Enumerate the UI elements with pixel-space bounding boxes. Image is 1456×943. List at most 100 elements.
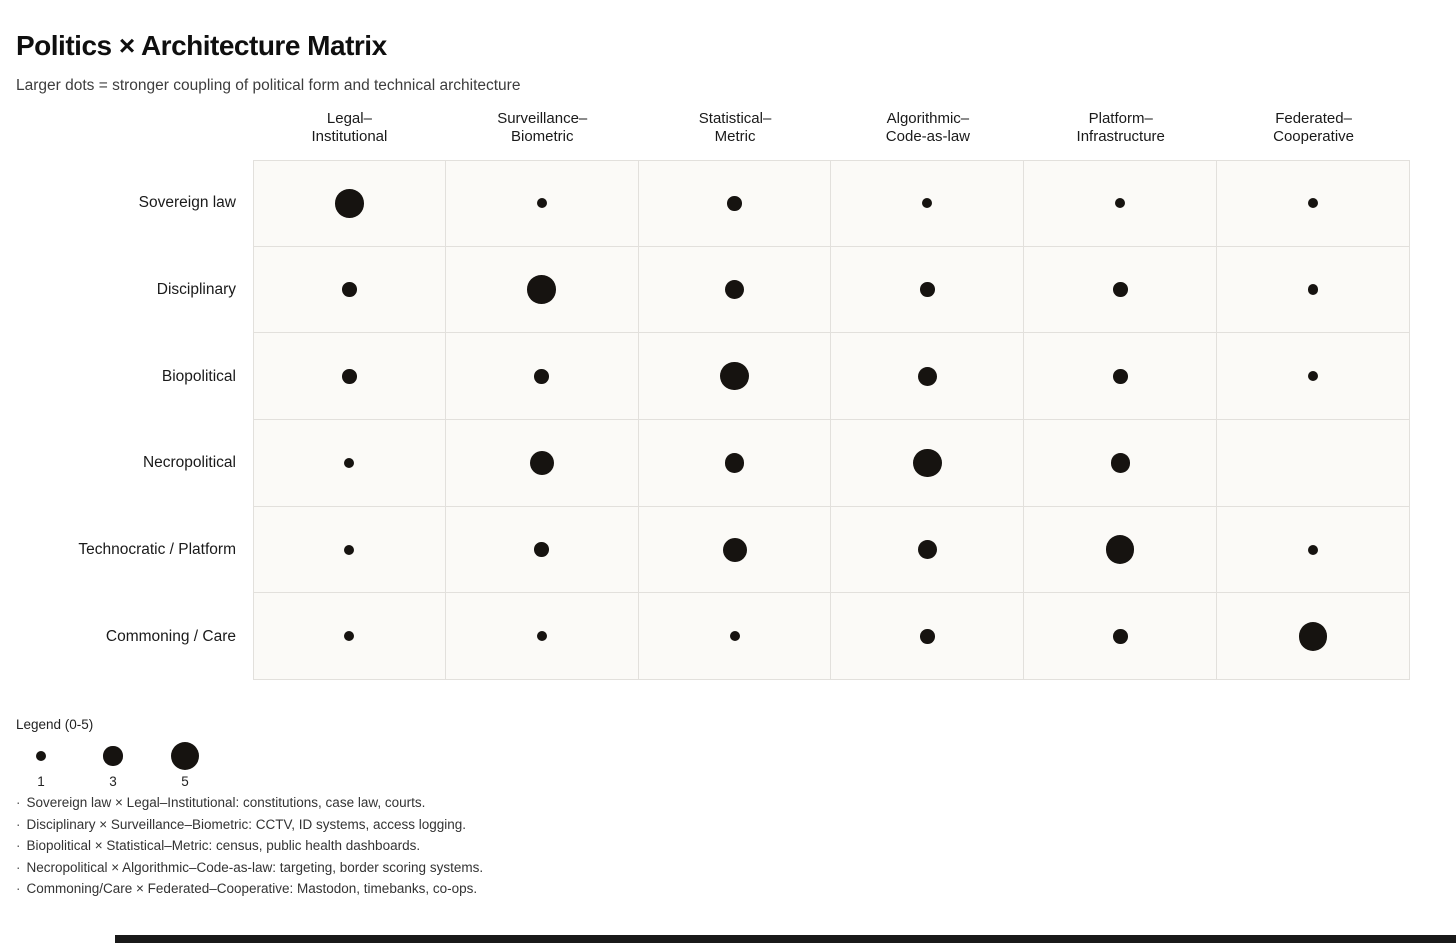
matrix-cell — [445, 593, 639, 681]
note-line: · Commoning/Care × Federated–Cooperative:… — [16, 878, 483, 900]
matrix-cell — [831, 246, 1025, 334]
matrix-cell — [638, 246, 832, 334]
matrix-cell — [253, 593, 446, 681]
matrix-cell — [1024, 420, 1218, 507]
matrix-dot — [1115, 198, 1126, 209]
matrix-dot — [1308, 544, 1319, 555]
column-header-line: Code-as-law — [885, 127, 970, 145]
note-bullet: · — [16, 859, 21, 875]
matrix-dot — [527, 275, 556, 304]
matrix-dot — [917, 539, 938, 560]
matrix-dot — [335, 189, 364, 218]
legend-dot — [170, 741, 200, 771]
note-bullet: · — [16, 838, 21, 854]
matrix-cell — [253, 246, 446, 334]
row-label-2: Disciplinary — [156, 281, 236, 299]
legend-value-label: 1 — [37, 774, 45, 789]
legend-title: Legend (0-5) — [16, 717, 94, 732]
matrix-dot — [720, 361, 749, 391]
column-header-5: Platform– Infrastructure — [1024, 104, 1217, 160]
matrix-dot — [913, 448, 942, 478]
matrix-dot — [917, 366, 938, 386]
matrix-cell — [831, 593, 1025, 681]
matrix-dot — [536, 198, 547, 209]
legend-items: 1 3 5 — [5, 741, 221, 789]
column-header-line: Metric — [714, 127, 756, 145]
notes-list: · Sovereign law × Legal–Institutional: co… — [16, 792, 483, 900]
column-header-line: Cooperative — [1273, 127, 1354, 145]
matrix-cell — [1024, 160, 1218, 247]
matrix-cell — [638, 333, 832, 421]
note-text: Commoning/Care × Federated–Cooperative: … — [26, 881, 478, 897]
column-header-line: Biometric — [510, 127, 574, 145]
page-title: Politics × Architecture Matrix — [16, 30, 387, 61]
column-header-1: Legal– Institutional — [253, 104, 446, 160]
matrix-cell — [831, 420, 1025, 507]
matrix-dot — [1298, 622, 1328, 651]
note-line: · Necropolitical × Algorithmic–Code-as-la… — [16, 857, 483, 879]
legend-dot-holder — [170, 741, 200, 771]
note-text: Disciplinary × Surveillance–Biometric: C… — [26, 816, 467, 832]
note-text: Necropolitical × Algorithmic–Code-as-law… — [26, 859, 484, 875]
legend-item: 1 — [5, 741, 77, 789]
legend-dot-holder — [103, 741, 123, 771]
matrix-dot — [1112, 628, 1128, 644]
legend-item: 3 — [77, 741, 149, 789]
bubble-matrix-chart: Legal– Institutional Surveillance– Biometri… — [0, 104, 1410, 681]
matrix-dot — [1308, 371, 1319, 382]
column-header-line: Infrastructure — [1076, 127, 1165, 145]
matrix-dot — [536, 631, 547, 642]
legend-dot — [103, 746, 123, 766]
matrix-dot — [724, 453, 745, 473]
matrix-dot — [920, 628, 935, 644]
matrix-dot — [1112, 282, 1128, 297]
legend-dot — [35, 750, 47, 762]
matrix-cell — [638, 506, 832, 594]
matrix-dot — [1110, 453, 1130, 473]
matrix-cell — [253, 420, 446, 507]
legend-value-label: 3 — [109, 774, 117, 789]
legend-item: 5 — [149, 741, 221, 789]
note-bullet: · — [16, 795, 21, 810]
matrix-cell — [1217, 246, 1410, 334]
matrix-dot — [1112, 368, 1128, 384]
column-header-3: Statistical– Metric — [639, 104, 832, 160]
column-header-line: Institutional — [311, 127, 388, 145]
row-label-4: Necropolitical — [142, 454, 236, 472]
matrix-cell — [1024, 333, 1218, 421]
page-subtitle: Larger dots = stronger coupling of polit… — [16, 77, 521, 94]
column-header-6: Federated– Cooperative — [1217, 104, 1410, 160]
matrix-cell — [445, 420, 639, 507]
note-line: · Biopolitical × Statistical–Metric: cens… — [16, 835, 483, 857]
matrix-cell — [1217, 593, 1410, 681]
row-label-6: Commoning / Care — [105, 627, 236, 645]
row-label-3: Biopolitical — [161, 367, 236, 385]
column-header-line: Algorithmic– — [886, 110, 970, 127]
matrix-cell — [638, 160, 832, 247]
matrix-cell — [445, 333, 639, 421]
matrix-dot — [724, 279, 745, 300]
size-legend: Legend (0-5) 1 3 5 — [16, 717, 221, 789]
matrix-cell — [638, 420, 832, 507]
bottom-divider-bar — [115, 935, 1456, 943]
matrix-cell — [1024, 246, 1218, 334]
matrix-dot — [727, 196, 742, 211]
matrix-cell — [445, 160, 639, 247]
matrix-corner-spacer — [0, 104, 253, 160]
matrix-cell — [1024, 593, 1218, 681]
matrix-cell — [1217, 160, 1410, 247]
matrix-cell — [1217, 420, 1410, 507]
column-header-line: Platform– — [1088, 110, 1153, 127]
matrix-cell — [445, 506, 639, 594]
matrix-dot — [342, 368, 357, 384]
column-header-line: Legal– — [326, 110, 372, 127]
column-header-2: Surveillance– Biometric — [446, 104, 639, 160]
legend-value-label: 5 — [181, 774, 189, 789]
matrix-dot — [1308, 198, 1319, 209]
note-bullet: · — [16, 881, 21, 897]
note-line: · Disciplinary × Surveillance–Biometric: … — [16, 814, 483, 836]
column-header-line: Federated– — [1275, 110, 1352, 127]
note-bullet: · — [16, 816, 21, 832]
matrix-cell — [831, 160, 1025, 247]
